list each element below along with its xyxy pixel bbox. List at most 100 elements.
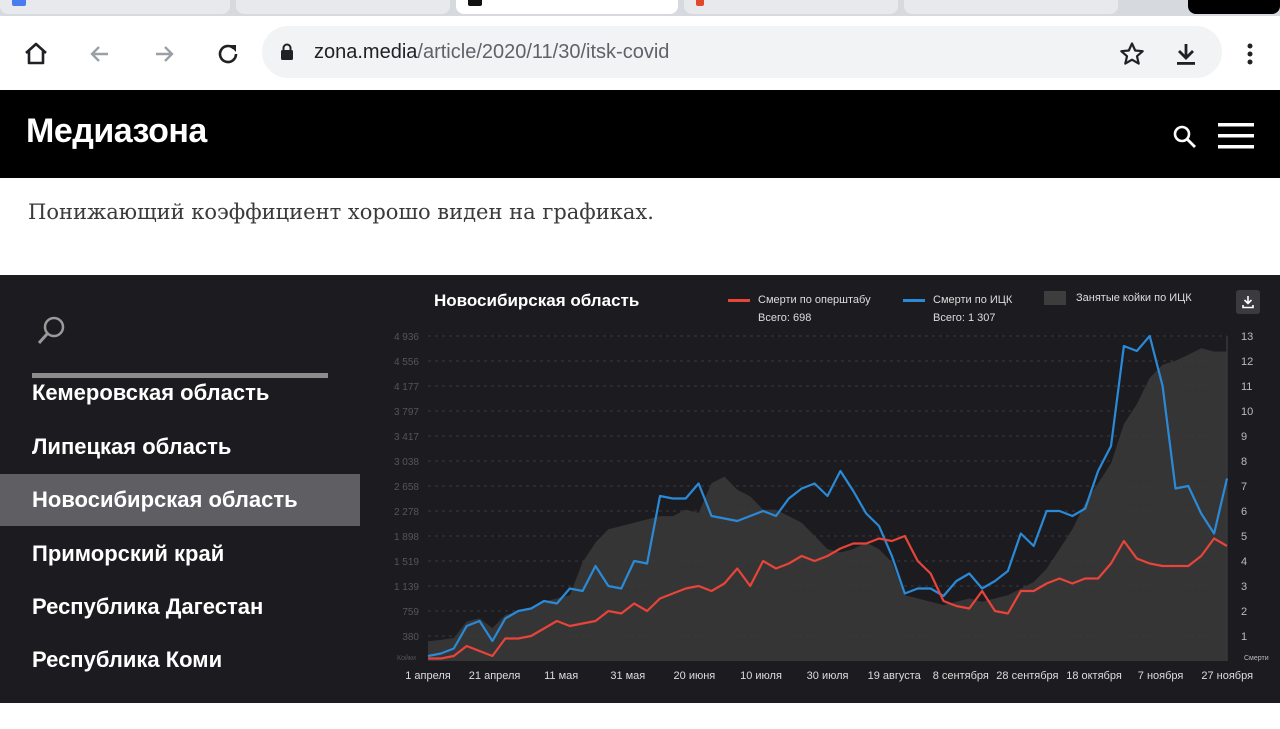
download-icon	[1177, 44, 1195, 65]
tab-favicon-icon	[696, 0, 704, 6]
legend-item-itsk[interactable]: Смерти по ИЦК Всего: 1 307	[903, 294, 1012, 324]
region-sidebar: Кемеровская область Липецкая область Нов…	[0, 275, 360, 703]
download-icon	[1242, 296, 1254, 309]
y-left-tick-label: 3 417	[394, 432, 419, 443]
x-tick-label: 11 мая	[544, 670, 578, 682]
x-tick-label: 10 июля	[740, 670, 782, 682]
star-icon	[1120, 42, 1144, 65]
forward-button[interactable]	[148, 38, 180, 70]
site-search-button[interactable]	[1172, 124, 1198, 150]
chart-title: Новосибирская область	[434, 291, 640, 310]
region-item[interactable]: Республика Коми	[32, 647, 223, 672]
region-item-selected[interactable]: Новосибирская область	[0, 474, 360, 526]
download-button[interactable]	[1170, 38, 1202, 70]
y-right-tick-label: 7	[1241, 481, 1247, 493]
reload-button[interactable]	[212, 38, 244, 70]
chart-download-button[interactable]	[1236, 290, 1260, 314]
x-tick-label: 19 августа	[868, 670, 922, 682]
back-button[interactable]	[84, 38, 116, 70]
y-right-tick-label: 5	[1241, 531, 1247, 543]
address-bar[interactable]: zona.media/article/2020/11/30/itsk-covid	[262, 26, 1222, 78]
y-right-tick-label: 11	[1241, 381, 1252, 393]
legend-total: Всего: 698	[758, 312, 812, 324]
sidebar-divider	[32, 373, 328, 378]
browser-tab[interactable]	[684, 0, 898, 14]
sidebar-scroll-mask	[0, 376, 360, 380]
y-left-tick-label: 4 556	[394, 357, 419, 368]
series-line-operative	[428, 534, 1228, 660]
region-item[interactable]: Республика Дагестан	[32, 594, 264, 619]
x-tick-label: 21 апреля	[469, 670, 521, 682]
y-right-tick-label: 9	[1241, 431, 1247, 443]
chart-widget: Кемеровская область Липецкая область Нов…	[0, 275, 1280, 703]
y-right-tick-label: 6	[1241, 506, 1247, 518]
site-header: Медиазона	[0, 90, 1280, 178]
site-menu-button[interactable]	[1218, 122, 1254, 150]
x-tick-label: 31 мая	[610, 670, 645, 682]
x-tick-label: 20 июня	[674, 670, 716, 682]
y-right-tick-label: 10	[1241, 406, 1253, 418]
browser-tab-strip	[0, 0, 1280, 16]
y-left-tick-label: 1 898	[394, 532, 419, 543]
legend-item-operative[interactable]: Смерти по оперштабу Всего: 698	[728, 294, 871, 324]
y-left-tick-label: 2 278	[394, 507, 419, 518]
x-tick-label: 7 ноября	[1138, 670, 1184, 682]
tab-switcher-button[interactable]	[1188, 0, 1280, 14]
legend-total: Всего: 1 307	[933, 312, 996, 324]
more-vertical-icon	[1247, 43, 1253, 65]
x-tick-label: 1 апреля	[405, 670, 451, 682]
x-tick-label: 8 сентября	[933, 670, 989, 682]
y-right-axis-name: Смерти	[1244, 655, 1269, 662]
hamburger-menu-icon	[1218, 123, 1254, 149]
y-left-tick-label: 1 139	[394, 582, 419, 593]
legend-label: Занятые койки по ИЦК	[1076, 291, 1192, 304]
arrow-right-icon	[156, 46, 174, 62]
arrow-left-icon	[90, 46, 108, 62]
series-line-itsk	[427, 334, 1229, 658]
tab-favicon-icon	[12, 0, 26, 6]
legend-label: Смерти по оперштабу	[758, 294, 871, 306]
browser-tab[interactable]	[236, 0, 450, 14]
search-icon	[1173, 125, 1196, 148]
bookmark-button[interactable]	[1116, 38, 1148, 70]
legend-swatch-red	[728, 298, 750, 302]
browser-tab[interactable]	[0, 0, 230, 14]
legend-swatch-gray	[1044, 291, 1066, 305]
region-search-button[interactable]	[36, 315, 68, 352]
y-right-tick-label: 13	[1241, 331, 1253, 343]
y-left-tick-label: 4 936	[394, 332, 419, 343]
home-icon	[25, 42, 47, 65]
y-right-tick-label: 1	[1241, 631, 1247, 643]
y-right-tick-label: 8	[1241, 456, 1247, 468]
y-left-tick-label: 1 519	[394, 557, 419, 568]
y-left-axis-name: Койки	[397, 654, 416, 662]
legend-swatch-blue	[903, 298, 925, 302]
y-left-tick-label: 4 177	[394, 382, 419, 393]
series-area-beds	[428, 348, 1227, 661]
y-right-tick-label: 12	[1241, 356, 1253, 368]
home-button[interactable]	[20, 38, 52, 70]
tab-favicon-icon	[468, 0, 482, 6]
y-left-tick-label: 3 797	[394, 407, 419, 418]
browser-tab-active[interactable]	[456, 0, 678, 14]
x-tick-label: 27 ноября	[1201, 670, 1253, 682]
lock-icon	[281, 43, 293, 60]
article-paragraph: Понижающий коэффициент хорошо виден на г…	[28, 200, 654, 224]
browser-menu-button[interactable]	[1234, 38, 1266, 70]
url-text: zona.media/article/2020/11/30/itsk-covid	[314, 41, 670, 63]
region-item[interactable]: Липецкая область	[32, 434, 232, 459]
browser-tab[interactable]	[904, 0, 1118, 14]
x-tick-label: 28 сентября	[996, 670, 1058, 682]
browser-toolbar: zona.media/article/2020/11/30/itsk-covid	[0, 16, 1280, 90]
site-logo[interactable]: Медиазона	[26, 112, 207, 150]
region-item[interactable]: Приморский край	[32, 541, 225, 566]
reload-icon	[218, 44, 238, 64]
region-item[interactable]: Кемеровская область	[32, 380, 270, 405]
search-icon	[37, 316, 65, 345]
x-tick-label: 30 июля	[807, 670, 849, 682]
y-right-tick-label: 3	[1241, 581, 1247, 593]
legend-item-beds[interactable]: Занятые койки по ИЦК	[1044, 291, 1192, 305]
y-left-tick-label: 2 658	[394, 482, 419, 493]
y-left-tick-label: 3 038	[394, 457, 419, 468]
